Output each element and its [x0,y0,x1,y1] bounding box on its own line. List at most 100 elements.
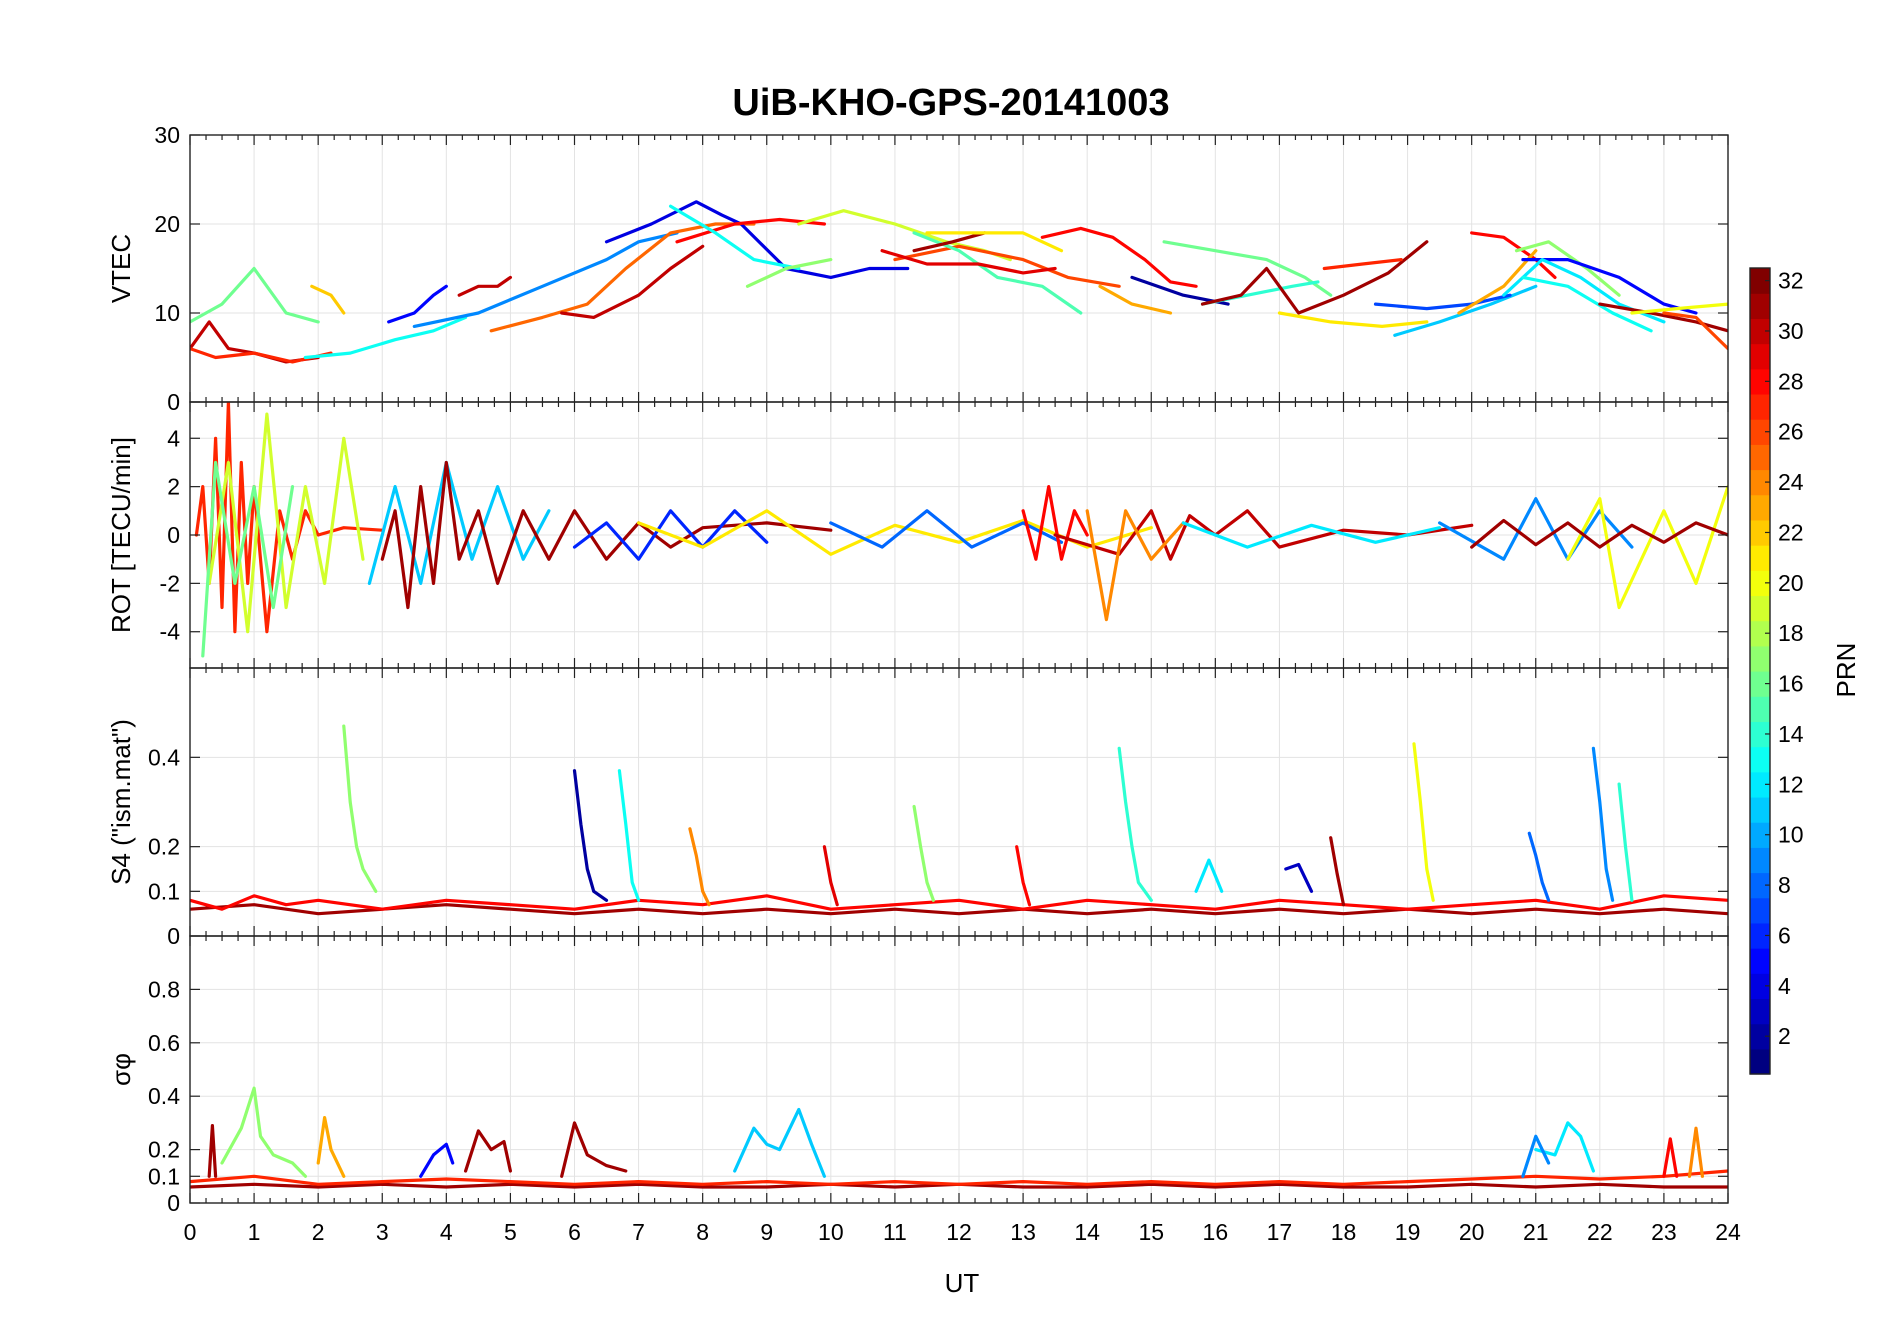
colorbar-frame [1749,267,1771,1075]
x-tick-label: 2 [312,1219,325,1245]
panel-s4: 0 0.1 0.2 0.4 S4 ("ism.mat") [106,667,1729,949]
y-tick-label: 0 [167,389,180,415]
colorbar-segment [1750,998,1770,1025]
series-line-prn-6 [572,509,769,561]
colorbar-segment [1750,721,1770,748]
x-tick-label: 21 [1523,1219,1549,1245]
colorbar-segment [1750,318,1770,345]
series-line-prn-31 [380,460,833,610]
series-line-prn-19 [207,412,365,634]
colorbar-tick-label: 18 [1778,620,1804,646]
series-group [190,200,1728,364]
series-line-prn-28 [190,894,1728,911]
series-line-prn-21 [925,231,1064,253]
colorbar-segment [1750,545,1770,571]
y-axis-label-rot: ROT [TECU/min] [106,437,136,633]
series-line-prn-8 [829,509,1064,549]
series-line-prn-17 [342,724,378,893]
series-line-prn-29 [880,249,1057,275]
y-axis-label-s4: S4 ("ism.mat") [106,719,136,885]
x-tick-label: 20 [1459,1219,1485,1245]
y-tick-label: 0.1 [148,1163,180,1189]
series-line-prn-31 [560,1121,628,1178]
series-line-prn-16 [201,460,295,658]
series-line-prn-28 [1021,485,1089,561]
panel-vtec: 0 10 20 30 VTEC [106,122,1729,415]
x-tick-label: 3 [376,1219,389,1245]
colorbar-tick-label: 24 [1778,469,1804,495]
series-line-prn-28 [1662,1137,1679,1178]
y-tick-label: 2 [167,474,180,500]
y-tick-label: 0.1 [148,878,180,904]
series-line-prn-14 [1117,746,1153,902]
colorbar-segment [1750,973,1770,1000]
series-line-prn-31 [1470,518,1728,549]
colorbar-tick-label: 2 [1778,1023,1791,1049]
y-tick-label: -4 [160,619,181,645]
panel-rot: -4 -2 0 2 4 ROT [TECU/min] [106,401,1729,669]
series-line-prn-26 [1662,311,1728,351]
colorbar-tick-label: 32 [1778,268,1804,294]
series-line-prn-30 [457,275,512,297]
y-tick-label: 10 [154,300,180,326]
x-tick-label: 12 [946,1219,972,1245]
x-tick-label: 0 [184,1219,197,1245]
series-line-prn-14 [1617,782,1634,902]
series-line-prn-28 [1470,231,1557,279]
colorbar-segment [1750,771,1770,798]
series-line-prn-13 [617,769,641,902]
series-line-prn-31 [1329,836,1346,907]
colorbar-segment [1750,368,1770,395]
y-tick-label: 30 [154,122,180,148]
colorbar-label: PRN [1831,643,1861,698]
y-axis-label-sigma_phi: σφ [106,1053,136,1086]
series-line-prn-20 [1412,742,1435,902]
series-line-prn-20 [1566,485,1728,610]
colorbar-tick-label: 26 [1778,419,1804,445]
series-line-prn-3 [1284,862,1314,893]
y-tick-label: 0.4 [148,1083,180,1109]
x-axis-label: UT [945,1268,980,1298]
series-line-prn-17 [912,804,935,902]
series-line-prn-11 [1393,284,1538,337]
series-line-prn-24 [1687,1126,1704,1178]
series-line-prn-5 [387,284,448,324]
colorbar-tick-label: 20 [1778,570,1804,596]
series-line-prn-27 [190,1169,1728,1186]
series-line-prn-9 [1521,1134,1551,1178]
series-line-prn-28 [1040,226,1198,288]
series-line-prn-9 [1591,746,1615,902]
x-tick-label: 4 [440,1219,453,1245]
series-line-prn-31 [1598,302,1728,333]
y-tick-label: 0 [167,522,180,548]
panel-sigma_phi: 00.10.2 0.4 0.6 0.8 σφ [106,935,1729,1216]
series-line-prn-31 [190,903,1728,916]
series-line-prn-23 [316,1116,346,1178]
y-tick-label: -2 [160,570,180,596]
x-tick-label: 24 [1715,1219,1741,1245]
y-tick-label: 0.2 [148,1137,180,1163]
series-line-prn-29 [822,845,839,907]
series-group [190,724,1728,916]
colorbar-segment [1750,746,1770,773]
series-line-prn-7 [1373,293,1512,311]
series-line-prn-31 [912,231,987,253]
series-line-prn-16 [190,266,320,324]
colorbar-tick-label: 16 [1778,671,1804,697]
series-line-prn-12 [1534,1121,1595,1173]
colorbar-segment [1750,822,1770,848]
series-line-prn-20 [1630,302,1728,315]
x-tick-label: 10 [818,1219,844,1245]
series-line-prn-11 [733,1107,826,1178]
x-tick-label: 8 [696,1219,709,1245]
y-tick-label: 4 [167,425,180,451]
colorbar-tick-label: 6 [1778,922,1791,948]
x-tick-label: 7 [632,1219,645,1245]
colorbar-segment [1750,696,1770,722]
x-tick-label: 22 [1587,1219,1613,1245]
series-line-prn-13 [303,315,468,360]
colorbar-segment [1750,595,1770,622]
colorbar-segment [1750,494,1770,521]
